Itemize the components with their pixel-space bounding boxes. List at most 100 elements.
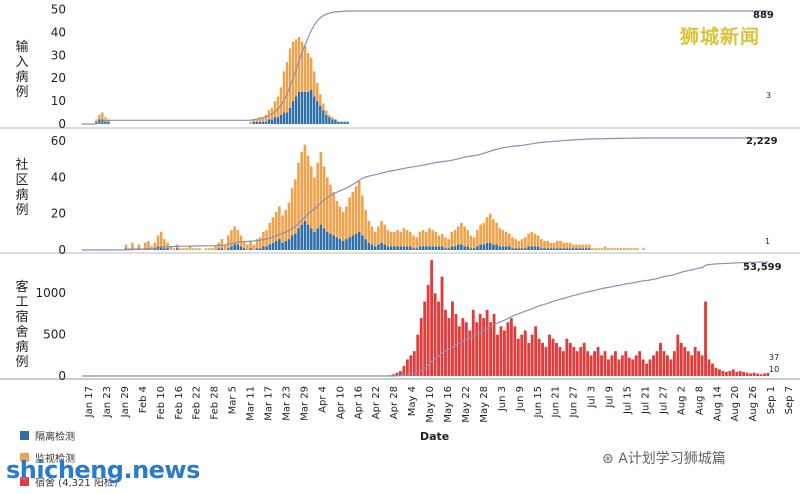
bar [335,237,339,250]
x-tick-label: Jul 27 [658,386,669,415]
bar [586,351,590,376]
bar [632,248,636,250]
wechat-icon: ⊛ [602,451,614,467]
bar [319,224,323,250]
bar [264,121,268,124]
bar [517,240,521,249]
y-tick-label: 30 [51,48,66,62]
bar [303,46,307,92]
bar [697,351,701,376]
bar [447,248,450,250]
brand-logo: 狮城新闻 [680,26,761,48]
bar [335,200,339,238]
bar [127,248,131,250]
bar [294,233,297,250]
bar [543,240,546,249]
bar [540,239,543,249]
y-tick-label: 60 [51,134,66,148]
bar [665,355,669,376]
x-tick-label: Apr 16 [353,386,364,419]
bar [434,246,438,250]
bar [322,103,325,111]
bar [421,230,425,247]
bar [282,71,286,113]
bar [341,211,345,241]
bar [249,248,252,250]
x-tick-label: Jan 17 [84,386,95,418]
bar [370,244,374,250]
bar [533,246,537,250]
bar [613,351,617,376]
bar [354,233,358,250]
bar [191,248,195,250]
x-tick-label: Jun 15 [533,386,544,419]
bar [351,235,355,250]
bar [693,347,697,376]
bar [291,41,295,102]
bar [255,121,258,124]
y-tick-label: 1000 [35,286,66,300]
panel2-ylabel: 社区病例 [15,158,29,218]
x-tick-label: Feb 22 [192,386,203,420]
bar [616,248,620,250]
bar [642,248,645,250]
bar [749,373,753,376]
bar [258,237,262,249]
bar [104,121,107,124]
bar [492,244,495,250]
bar [700,355,704,376]
bar [662,351,666,376]
bar [555,342,558,376]
bar [306,53,310,92]
x-tick-label: Feb 4 [138,386,149,413]
bar [504,231,508,247]
bar [345,206,348,240]
x-tick-label: May 28 [479,386,490,423]
bar [524,248,527,250]
bar [460,222,463,245]
bar [230,246,233,250]
bar [300,224,304,250]
x-tick-label: Mar 11 [246,386,257,421]
bar [717,369,721,376]
bar [508,246,511,250]
bar [428,228,431,247]
x-tick-label: Jul 21 [640,386,651,415]
bar [348,237,351,250]
bar [373,231,377,247]
bar [492,219,495,245]
x-tick-label: Aug 26 [748,386,759,421]
bar [704,301,707,376]
bar [530,231,534,247]
bar [503,330,506,376]
bar [392,374,395,376]
bar [461,318,465,376]
bar [343,121,346,124]
x-tick-label: Apr 4 [317,386,328,413]
bar [711,363,714,376]
bar [589,355,593,376]
bar [258,121,261,124]
bar [425,246,428,250]
bar [568,242,572,249]
legend-item-surveillance: 监视检测 [20,450,75,465]
bar [313,71,316,97]
bar [124,248,128,250]
bar [464,322,468,376]
bar [319,105,322,124]
bar [297,228,300,250]
bar [239,246,243,250]
bar [265,230,268,247]
bar [447,239,450,249]
bar [383,244,387,250]
bar [466,230,470,247]
x-tick-label: Apr 22 [371,386,382,419]
bar [207,248,211,250]
bar [399,231,403,247]
bar [594,248,597,250]
bar [377,244,380,250]
bar [479,244,482,250]
bar [533,233,537,247]
bar [457,326,461,376]
bar [402,228,406,247]
